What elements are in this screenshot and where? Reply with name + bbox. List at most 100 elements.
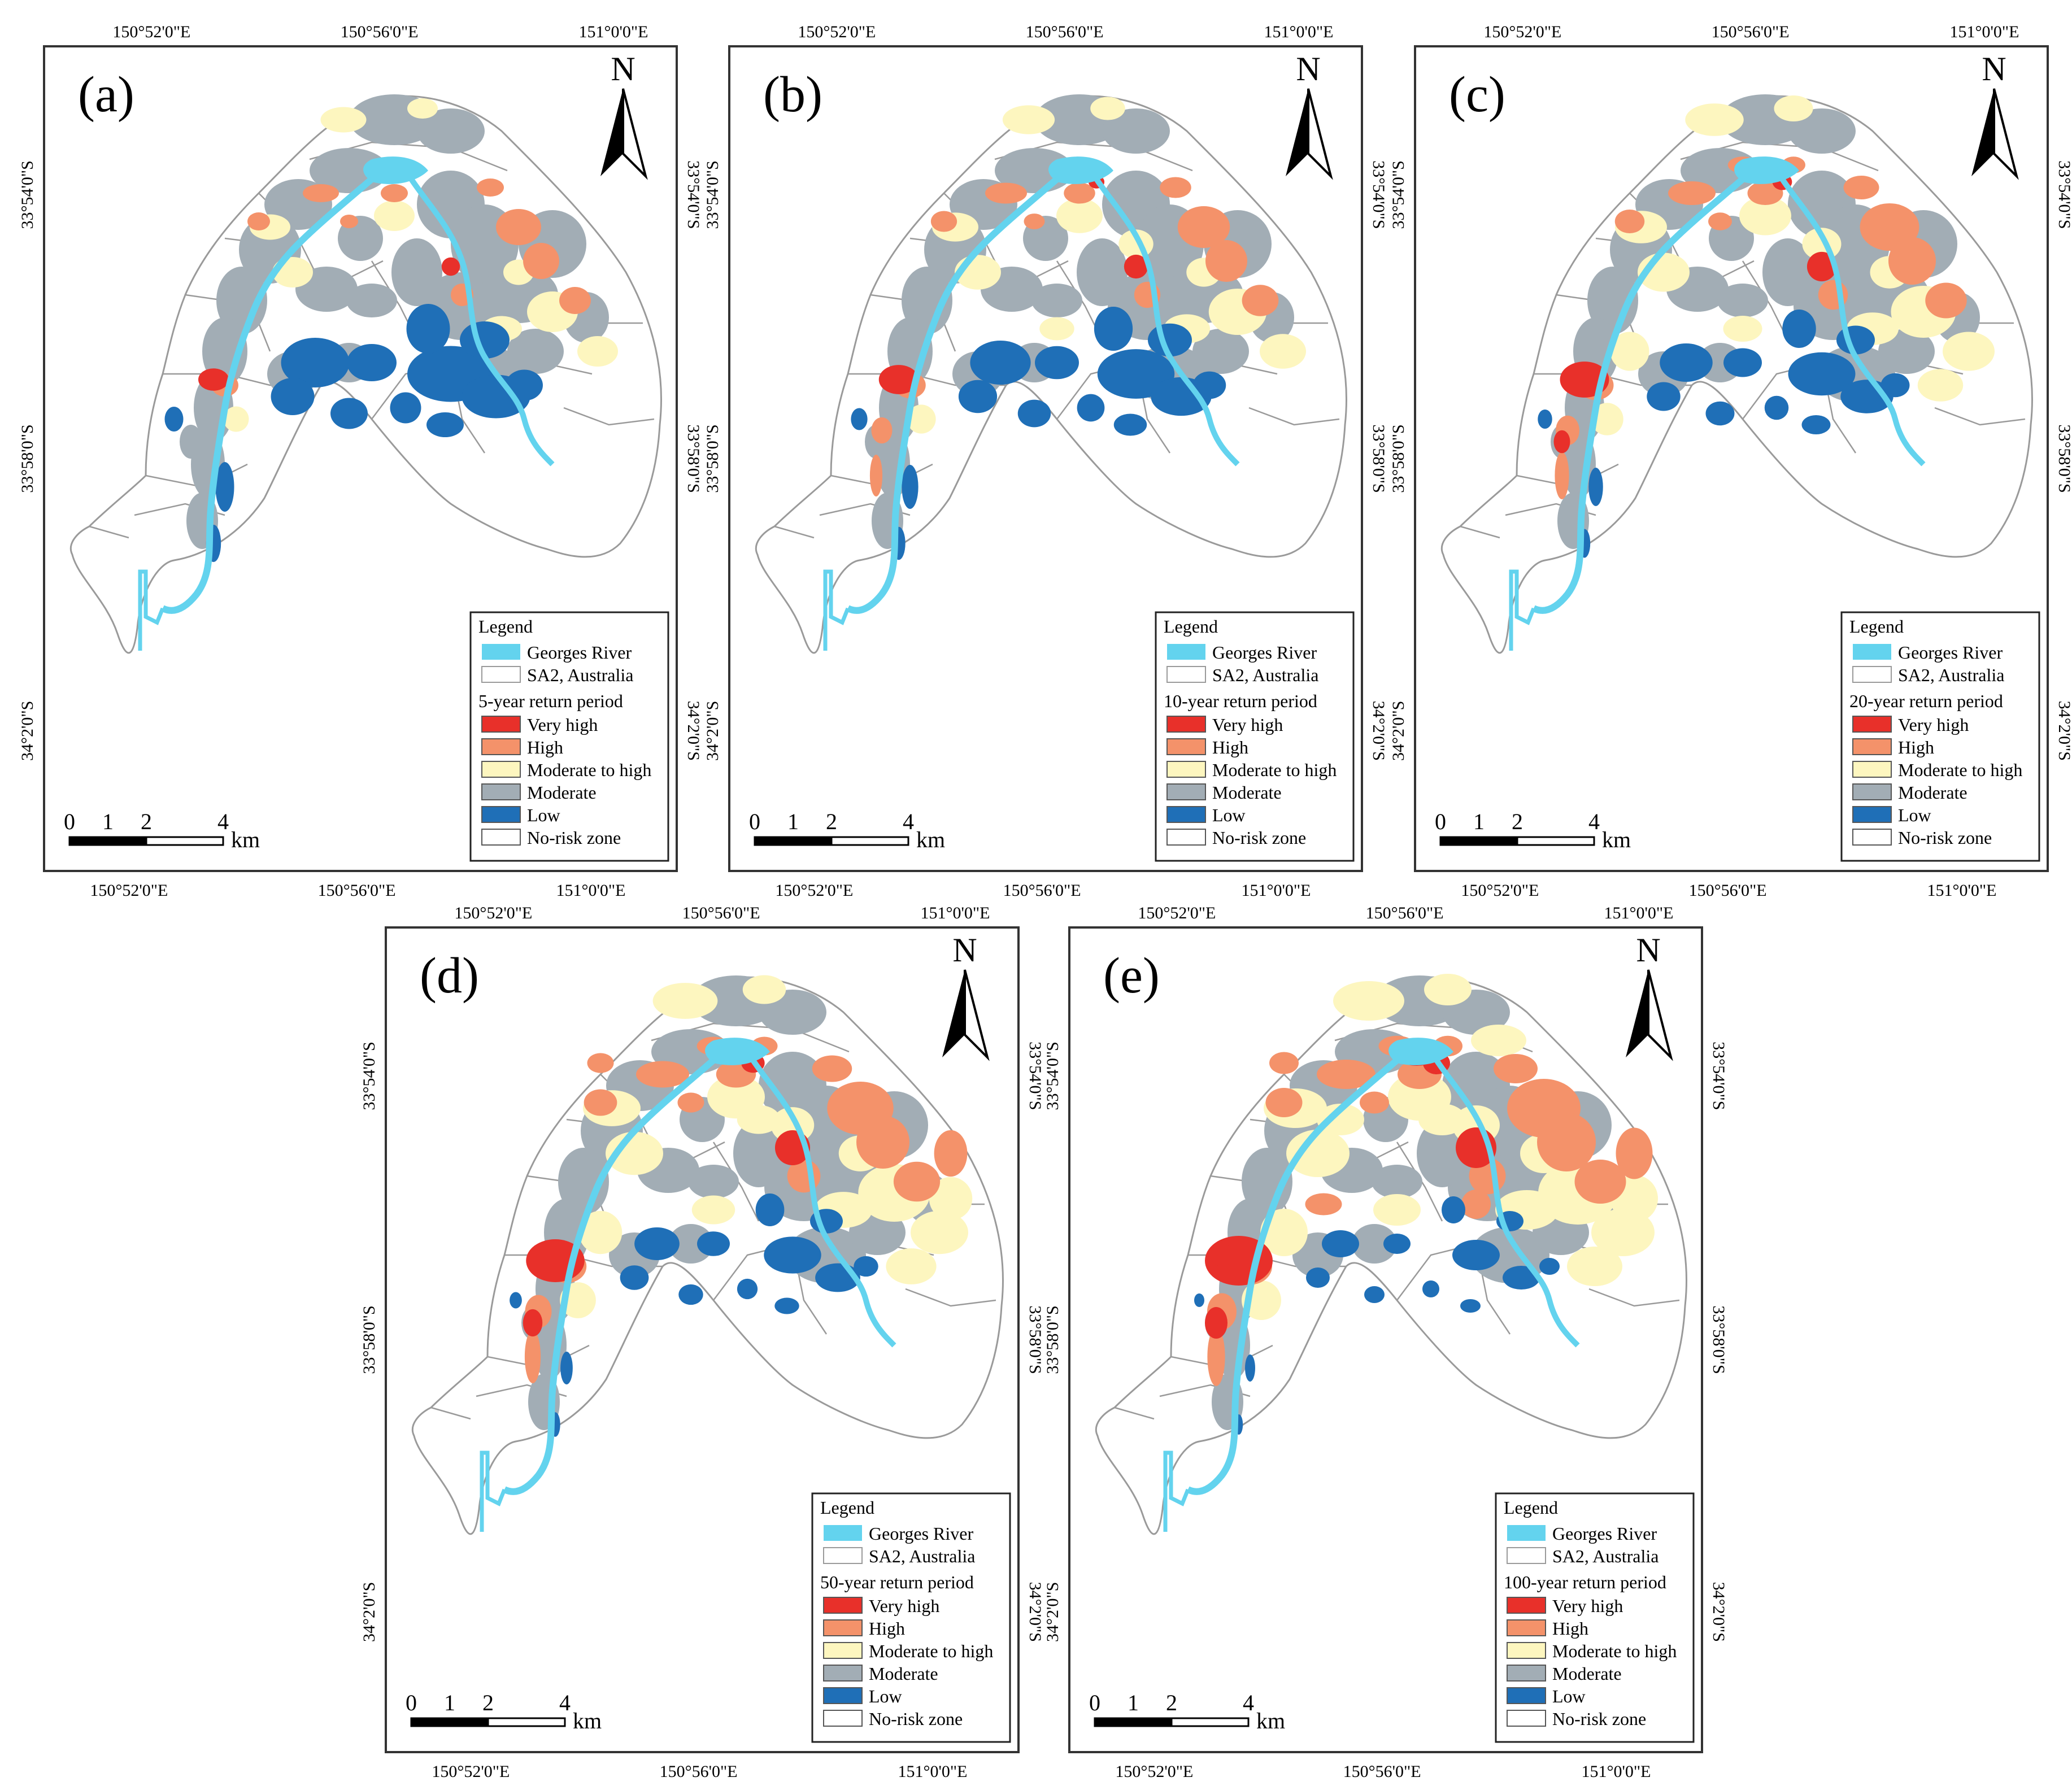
risk-zone bbox=[691, 1195, 735, 1225]
longitude-label-bottom: 151°0'0"E bbox=[1927, 881, 1997, 900]
risk-zone bbox=[215, 462, 234, 512]
north-arrow-icon: N bbox=[1626, 931, 1673, 1061]
risk-zone bbox=[1260, 1209, 1308, 1256]
legend-river-label: Georges River bbox=[1552, 1523, 1657, 1544]
longitude-label-top: 150°56'0"E bbox=[1366, 904, 1444, 922]
risk-zone bbox=[1494, 1054, 1538, 1083]
risk-zone bbox=[1843, 176, 1879, 199]
longitude-label-bottom: 150°52'0"E bbox=[90, 881, 168, 900]
legend-class-swatch bbox=[823, 1597, 863, 1614]
risk-zone bbox=[652, 983, 718, 1019]
risk-zone bbox=[1888, 237, 1936, 285]
legend-class-swatch bbox=[823, 1642, 863, 1659]
legend-class-swatch bbox=[1507, 1619, 1546, 1636]
risk-zone bbox=[1039, 317, 1074, 341]
map-panel-3: 150°52'0"E 150°52'0"E 150°56'0"E 150°56'0"E… bbox=[1389, 23, 2072, 900]
legend-class-swatch bbox=[1166, 829, 1206, 846]
legend-class-label: No-risk zone bbox=[1898, 827, 1992, 848]
scale-unit: km bbox=[573, 1708, 602, 1733]
latitude-label-right: 34°2'0"S bbox=[1026, 1582, 1044, 1642]
risk-zone bbox=[1616, 1127, 1653, 1179]
risk-zone bbox=[271, 378, 315, 415]
legend-class-swatch bbox=[481, 806, 521, 823]
north-label: N bbox=[1982, 50, 2006, 88]
risk-zone bbox=[1317, 1104, 1364, 1135]
risk-zone bbox=[1373, 1194, 1421, 1226]
latitude-label-left: 33°54'0"S bbox=[1389, 160, 1408, 229]
risk-zone bbox=[587, 1053, 614, 1073]
legend-class-label: No-risk zone bbox=[527, 827, 621, 848]
legend-class-label: Very high bbox=[1212, 715, 1283, 735]
risk-zone bbox=[733, 1119, 784, 1187]
flood-risk-map bbox=[1095, 974, 1687, 1534]
longitude-label-bottom: 151°0'0"E bbox=[1242, 881, 1311, 900]
legend-class-swatch bbox=[823, 1710, 863, 1727]
legend-class-swatch bbox=[1507, 1687, 1546, 1704]
risk-zone bbox=[697, 1231, 730, 1256]
risk-zone bbox=[688, 1165, 739, 1199]
risk-zone bbox=[1269, 1052, 1299, 1074]
risk-zone bbox=[1242, 285, 1279, 316]
legend-class-swatch bbox=[1166, 761, 1206, 778]
scale-bar: 0 1 2 4km bbox=[406, 1690, 602, 1733]
legend-river-label: Georges River bbox=[869, 1523, 973, 1544]
risk-zone bbox=[1588, 468, 1603, 506]
latitude-label-left: 33°58'0"S bbox=[360, 1305, 378, 1374]
risk-zone bbox=[856, 1116, 909, 1169]
flood-risk-map bbox=[755, 94, 1347, 653]
scale-tick-label: 2 bbox=[1512, 809, 1523, 834]
risk-zone bbox=[1090, 97, 1125, 120]
risk-zone bbox=[774, 1297, 799, 1314]
legend-river-label: Georges River bbox=[1212, 642, 1317, 663]
risk-zone bbox=[1383, 1234, 1411, 1254]
risk-zone bbox=[1537, 1113, 1596, 1171]
risk-zone bbox=[871, 417, 893, 444]
risk-zone bbox=[634, 1227, 680, 1260]
risk-zone bbox=[1160, 177, 1191, 198]
risk-zone bbox=[1717, 284, 1768, 317]
risk-zone bbox=[1925, 282, 1967, 319]
risk-zone bbox=[1881, 373, 1910, 398]
panel-label: (a) bbox=[78, 67, 134, 123]
scale-bar: 0 1 2 4km bbox=[64, 809, 260, 852]
risk-zone bbox=[1333, 981, 1404, 1021]
risk-zone bbox=[496, 209, 541, 245]
legend-sa2-swatch bbox=[1852, 666, 1892, 683]
risk-zone bbox=[1788, 108, 1856, 154]
risk-zone bbox=[1567, 1247, 1622, 1286]
longitude-label-bottom: 150°52'0"E bbox=[432, 1762, 510, 1781]
risk-zone bbox=[934, 1130, 968, 1177]
longitude-label-top: 150°56'0"E bbox=[341, 23, 419, 41]
risk-zone bbox=[1024, 214, 1045, 229]
risk-zone bbox=[320, 107, 367, 133]
legend-class-label: High bbox=[1552, 1618, 1588, 1639]
risk-zone bbox=[577, 336, 618, 367]
north-label: N bbox=[952, 931, 977, 969]
longitude-label-top: 151°0'0"E bbox=[921, 904, 990, 922]
risk-zone bbox=[247, 212, 270, 230]
risk-zone bbox=[1461, 1190, 1491, 1219]
longitude-label-bottom: 151°0'0"E bbox=[556, 881, 626, 900]
legend-class-swatch bbox=[481, 783, 521, 800]
risk-zone bbox=[677, 1092, 704, 1113]
legend-class-label: Very high bbox=[527, 715, 598, 735]
longitude-label-top: 151°0'0"E bbox=[579, 23, 648, 41]
risk-zone bbox=[1762, 238, 1813, 306]
map-panel-4: 150°52'0"E 150°52'0"E 150°56'0"E 150°56'0"E… bbox=[360, 904, 1044, 1781]
legend-class-swatch bbox=[1507, 1597, 1546, 1614]
risk-zone bbox=[755, 1193, 785, 1226]
latitude-label-right: 34°2'0"S bbox=[1709, 1582, 1728, 1642]
legend-river-swatch bbox=[1167, 644, 1205, 660]
scale-bar: 0 1 2 4km bbox=[1089, 1690, 1285, 1733]
risk-zone bbox=[742, 975, 786, 1004]
longitude-label-top: 150°52'0"E bbox=[1483, 23, 1561, 41]
risk-zone bbox=[878, 365, 919, 394]
risk-zone bbox=[1056, 198, 1103, 233]
latitude-label-right: 33°58'0"S bbox=[1369, 424, 1388, 493]
legend-class-swatch bbox=[1852, 829, 1892, 846]
latitude-label-right: 33°54'0"S bbox=[1369, 160, 1388, 229]
legend-return-period: 20-year return period bbox=[1849, 691, 2003, 711]
risk-zones bbox=[1538, 94, 1995, 558]
risk-zone bbox=[223, 406, 249, 432]
longitude-label-top: 151°0'0"E bbox=[1264, 23, 1334, 41]
